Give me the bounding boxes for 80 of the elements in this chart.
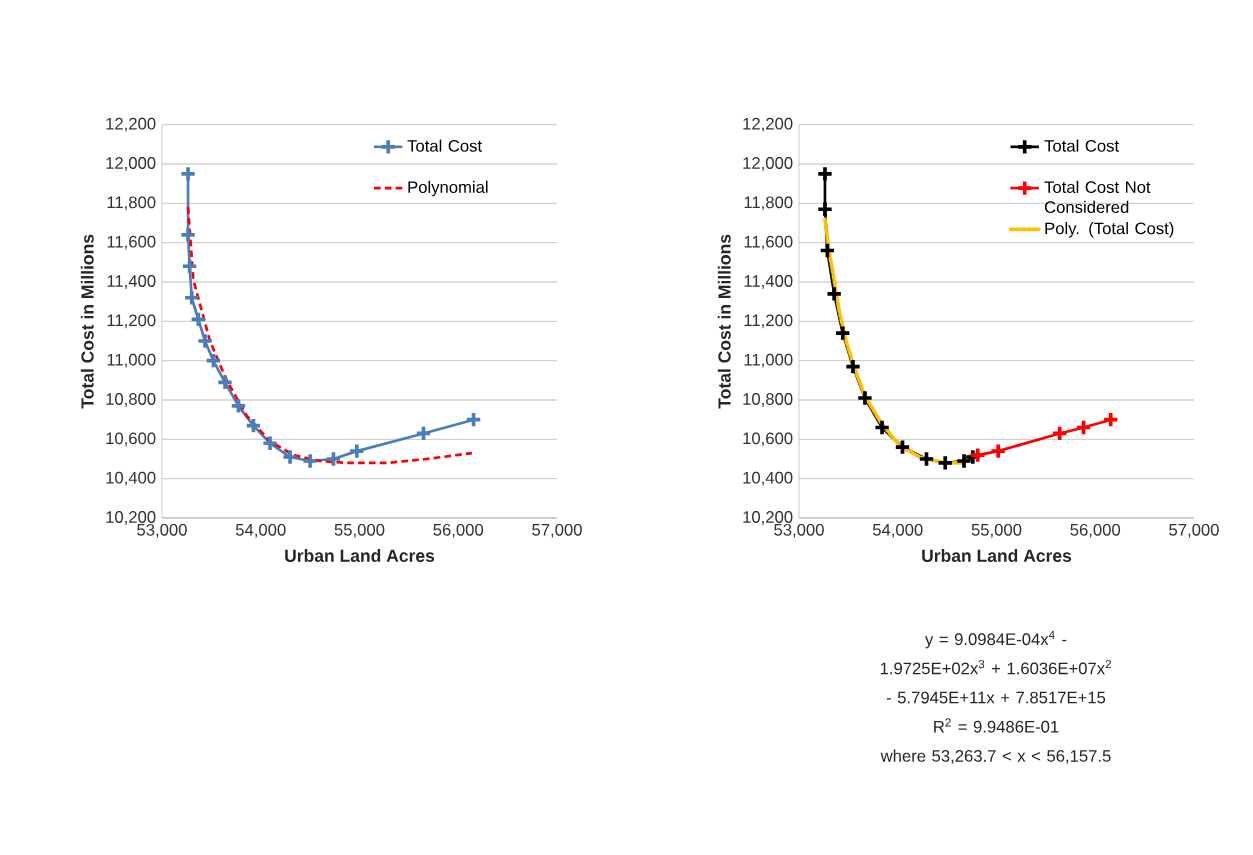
point bbox=[856, 389, 874, 407]
point bbox=[348, 442, 366, 460]
y-tick-label: 10,400 bbox=[106, 471, 156, 486]
point bbox=[936, 454, 954, 472]
x-tick-label: 57,000 bbox=[532, 523, 582, 538]
legend-label: Poly. (Total Cost) bbox=[1045, 222, 1174, 238]
x-tick-label: 56,000 bbox=[1070, 523, 1121, 538]
y-tick-label: 11,400 bbox=[107, 275, 156, 289]
point bbox=[893, 438, 911, 456]
point bbox=[244, 417, 262, 435]
point bbox=[955, 452, 973, 470]
y-tick-label: 11,200 bbox=[744, 314, 793, 329]
y-tick-label: 11,000 bbox=[107, 353, 156, 368]
point bbox=[229, 397, 247, 415]
y-tick-label: 11,600 bbox=[744, 235, 793, 250]
point bbox=[1075, 419, 1093, 437]
y-axis-title: Total Cost in Millions bbox=[717, 234, 731, 409]
y-tick-label: 11,400 bbox=[744, 275, 793, 289]
x-axis-title: Urban Land Acres bbox=[285, 549, 435, 562]
x-tick-label: 57,000 bbox=[1169, 523, 1219, 538]
point bbox=[816, 165, 834, 183]
point bbox=[196, 332, 214, 350]
point bbox=[181, 257, 199, 275]
point bbox=[216, 373, 234, 391]
text: R$^{2}$ = 9.9486E-01 bbox=[934, 718, 1059, 733]
x-tick-label: 56,000 bbox=[433, 523, 484, 538]
point bbox=[261, 434, 279, 452]
point bbox=[816, 200, 834, 218]
legend-label: Total Cost bbox=[407, 139, 482, 152]
point bbox=[825, 285, 843, 303]
x-tick-label: 54,000 bbox=[235, 523, 286, 538]
point bbox=[917, 450, 935, 468]
legend-label: Total Cost Not Considered bbox=[1044, 180, 1151, 214]
y-tick-label: 11,800 bbox=[107, 196, 156, 211]
x-tick-label: 55,000 bbox=[971, 523, 1022, 538]
legend-label: Total Cost bbox=[1044, 139, 1119, 152]
point bbox=[204, 352, 222, 370]
y-tick-label: 11,800 bbox=[744, 196, 793, 211]
y-tick-label: 12,000 bbox=[743, 157, 793, 171]
x-axis-title: Urban Land Acres bbox=[922, 549, 1072, 562]
y-tick-label: 11,200 bbox=[107, 314, 156, 329]
point bbox=[183, 289, 201, 307]
x-tick-label: 53,000 bbox=[137, 523, 187, 538]
legend-label: Polynomial bbox=[408, 180, 488, 197]
point bbox=[818, 242, 836, 260]
point bbox=[189, 310, 207, 328]
y-tick-label: 10,200 bbox=[106, 511, 156, 525]
x-tick-label: 54,000 bbox=[872, 523, 923, 538]
y-axis-title: Total Cost in Millions bbox=[80, 234, 94, 409]
text: where 53,263.7 < x < 56,157.5 bbox=[880, 749, 1111, 764]
point bbox=[179, 226, 197, 244]
text: y = 9.0984E-04x$^{4}$ - 1.9725E+02x$^{3}$ + 1.6036E+07x$^{2}$ - 5.7945E+11x + 7.8517E+15 bbox=[880, 630, 1112, 704]
line-series bbox=[823, 217, 973, 465]
y-tick-label: 12,200 bbox=[106, 117, 156, 132]
point bbox=[873, 419, 891, 437]
point bbox=[969, 446, 987, 464]
point bbox=[1102, 411, 1120, 429]
point bbox=[324, 450, 342, 468]
y-tick-label: 10,400 bbox=[743, 471, 793, 486]
y-tick-label: 12,200 bbox=[743, 117, 793, 132]
point bbox=[281, 448, 299, 466]
y-tick-label: 12,000 bbox=[106, 157, 156, 171]
point bbox=[414, 424, 432, 442]
point bbox=[834, 324, 852, 342]
x-tick-label: 53,000 bbox=[774, 523, 824, 538]
y-tick-label: 11,600 bbox=[107, 235, 156, 250]
line-series bbox=[186, 205, 474, 465]
point bbox=[844, 358, 862, 376]
y-tick-label: 10,600 bbox=[106, 432, 156, 447]
point bbox=[1051, 424, 1069, 442]
y-tick-label: 11,000 bbox=[744, 353, 793, 368]
point bbox=[465, 411, 483, 429]
y-tick-label: 10,600 bbox=[743, 432, 793, 447]
y-tick-label: 10,800 bbox=[106, 393, 156, 407]
y-tick-label: 10,800 bbox=[743, 393, 793, 407]
x-tick-label: 55,000 bbox=[334, 523, 385, 538]
y-tick-label: 10,200 bbox=[743, 511, 793, 525]
point bbox=[989, 442, 1007, 460]
point bbox=[301, 452, 319, 470]
point bbox=[179, 165, 197, 183]
